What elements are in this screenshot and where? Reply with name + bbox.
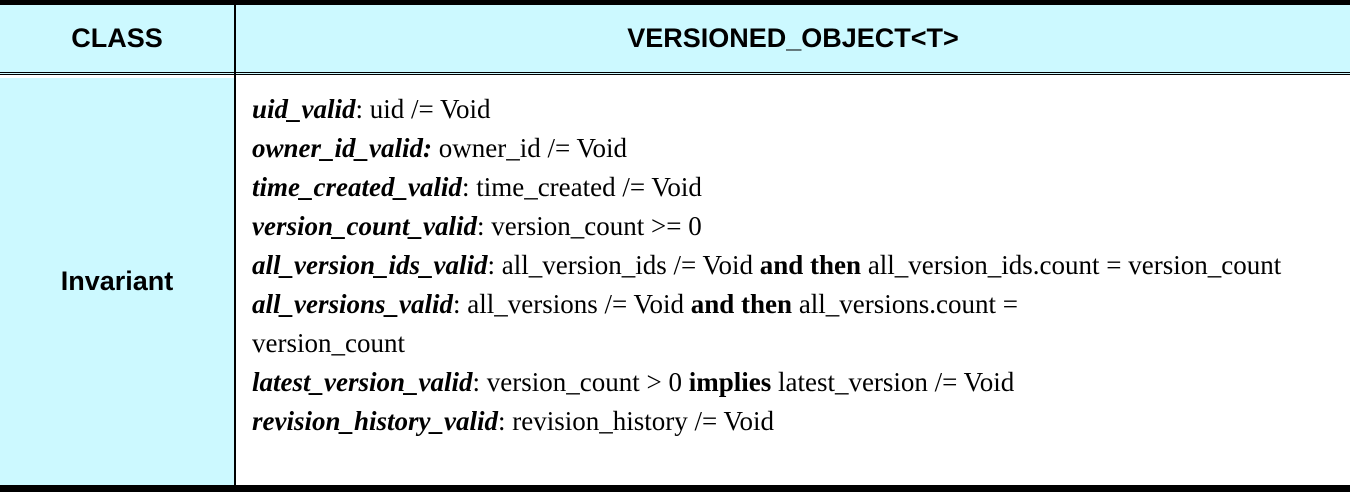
invariant-keyword: and then [690,289,793,319]
invariant-separator: : [461,172,477,202]
invariant-name: latest_version_valid [252,367,473,397]
invariant-list: uid_valid: uid /= Void owner_id_valid: o… [252,90,1342,441]
invariant-name: owner_id_valid: [252,133,432,163]
column-divider [234,5,236,485]
invariant-expression: latest_version /= Void [771,367,1015,397]
invariant-item: uid_valid: uid /= Void [252,90,1342,129]
invariant-name: revision_history_valid [252,406,499,436]
invariant-item: all_versions_valid: all_versions /= Void… [252,285,1342,363]
invariant-expression: version_count >= 0 [491,211,702,241]
invariant-name: time_created_valid [252,172,462,202]
invariant-expression: owner_id /= Void [438,133,627,163]
invariant-expression: all_versions /= Void [467,289,691,319]
invariant-item: latest_version_valid: version_count > 0 … [252,363,1342,402]
class-name-heading: VERSIONED_OBJECT<T> [627,23,959,53]
invariant-name: all_version_ids_valid [252,250,488,280]
invariant-item: owner_id_valid: owner_id /= Void [252,129,1342,168]
invariant-name: all_versions_valid [252,289,453,319]
invariant-separator: : [498,406,513,436]
invariant-separator [432,133,439,163]
invariant-expression: uid /= Void [369,94,491,124]
invariant-expression: version_count > 0 [486,367,689,397]
invariant-keyword: implies [688,367,772,397]
invariant-separator: : [355,94,370,124]
invariant-expression: all_versions.count = [792,289,1019,319]
invariant-separator: : [453,289,468,319]
invariant-expression: all_version_ids.count = version_count [861,250,1282,280]
invariant-item: time_created_valid: time_created /= Void [252,168,1342,207]
invariant-item: version_count_valid: version_count >= 0 [252,207,1342,246]
invariant-separator: : [472,367,487,397]
table-header-row: CLASS VERSIONED_OBJECT<T> [0,5,1350,75]
invariant-separator: : [487,250,502,280]
invariant-name: version_count_valid [252,211,478,241]
invariant-separator: : [477,211,492,241]
invariant-expression: revision_history /= Void [512,406,775,436]
invariant-expression: time_created /= Void [476,172,702,202]
invariant-item: revision_history_valid: revision_history… [252,402,1342,441]
invariant-section-label: Invariant [0,78,234,485]
invariant-expression: version_count [252,328,405,358]
invariant-keyword: and then [759,250,862,280]
class-header-label: CLASS [71,23,163,53]
invariant-row: Invariant uid_valid: uid /= Void owner_i… [0,78,1350,485]
invariant-name: uid_valid [252,94,356,124]
invariant-item: all_version_ids_valid: all_version_ids /… [252,246,1342,285]
invariant-expression: all_version_ids /= Void [501,250,760,280]
